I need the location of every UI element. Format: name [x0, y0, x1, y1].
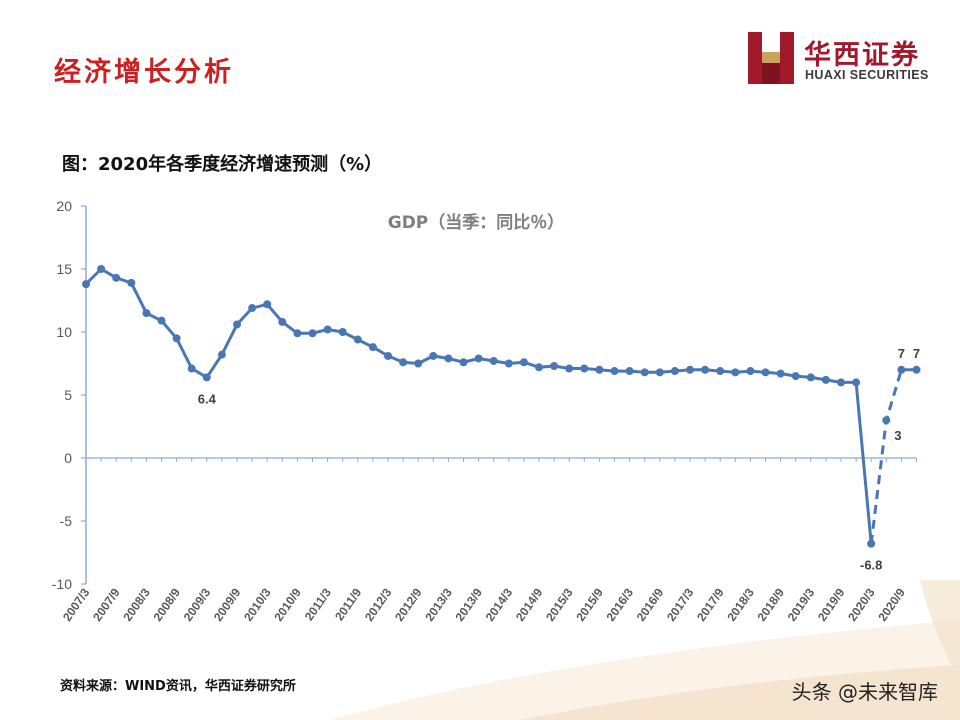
gdp-actual-point [489, 356, 498, 365]
gdp-actual-point [142, 309, 151, 318]
gdp-forecast-point [867, 539, 876, 548]
gdp-actual-point [565, 364, 574, 373]
gdp-actual-point [474, 354, 483, 363]
gdp-actual-point [323, 325, 332, 334]
slide-title: 经济增长分析 [54, 57, 234, 88]
gdp-forecast-point [897, 365, 906, 374]
decorative-corner-waves [330, 580, 960, 720]
y-tick-label: 10 [56, 324, 72, 340]
gdp-actual-point [852, 378, 861, 387]
y-tick-label: 15 [56, 261, 72, 277]
gdp-actual-point [731, 368, 740, 377]
gdp-actual-point [233, 320, 241, 329]
gdp-actual-point [821, 375, 830, 384]
gdp-actual-point [202, 373, 211, 382]
gdp-actual-point [172, 334, 181, 343]
gdp-actual-point [746, 367, 755, 376]
gdp-actual-point [625, 367, 634, 376]
data-label: -6.8 [860, 558, 882, 573]
y-tick-label: 0 [64, 450, 72, 466]
gdp-actual-point [595, 365, 604, 374]
gdp-actual-point [459, 358, 468, 367]
gdp-forecast-line [869, 368, 917, 544]
gdp-actual-point [338, 328, 347, 336]
watermark: 头条 @未来智库 [791, 680, 938, 704]
y-tick-label: -5 [60, 513, 73, 529]
gdp-forecast-point [912, 365, 921, 374]
data-label: 7 [913, 346, 920, 361]
y-tick-label: 20 [56, 198, 72, 214]
gdp-actual-point [263, 300, 272, 309]
gdp-actual-point [761, 368, 770, 377]
gdp-actual-point [278, 317, 287, 326]
gdp-actual-point [806, 373, 815, 382]
y-tick-label: -10 [52, 576, 72, 592]
gdp-actual-point [82, 280, 90, 289]
gdp-actual-point [217, 350, 226, 359]
gdp-actual-point [686, 365, 694, 374]
gdp-actual-point [535, 363, 543, 372]
data-label: 6.4 [198, 391, 217, 406]
gdp-actual-point [519, 358, 528, 367]
figure-title: 图：2020年各季度经济增速预测（%） [62, 154, 383, 175]
gdp-line-chart: GDP（当季：同比％） 20151050-5-102007/32007/9200… [52, 198, 921, 624]
gdp-actual-point [550, 362, 559, 371]
gdp-actual-point [655, 368, 664, 377]
gdp-actual-point [429, 351, 438, 360]
gdp-actual-point [716, 367, 725, 376]
logo-name-cn: 华西证券 [804, 40, 920, 71]
gdp-actual-point [504, 359, 513, 368]
data-label: 3 [894, 428, 901, 443]
gdp-actual-point [399, 358, 408, 367]
gdp-forecast-point [882, 416, 891, 425]
company-logo: 华西证券 HUAXI SECURITIES [748, 30, 948, 90]
gdp-actual-point [308, 329, 317, 338]
logo-name-en: HUAXI SECURITIES [805, 68, 929, 82]
gdp-actual-point [580, 364, 589, 373]
gdp-actual-point [97, 265, 106, 273]
gdp-actual-point [248, 304, 257, 313]
gdp-actual-point [414, 359, 423, 368]
gdp-actual-point [157, 316, 166, 325]
gdp-actual-point [701, 365, 710, 374]
gdp-actual-point [384, 351, 392, 360]
huaxi-logo-icon [748, 32, 794, 84]
gdp-actual-point [776, 369, 785, 378]
y-tick-label: 5 [64, 387, 72, 403]
gdp-actual-point [640, 368, 649, 377]
gdp-actual-point [127, 278, 136, 287]
gdp-actual-point [444, 354, 453, 363]
data-label: 7 [898, 346, 905, 361]
gdp-actual-point [187, 364, 196, 373]
gdp-actual-point [368, 343, 377, 352]
gdp-actual-point [791, 372, 800, 381]
gdp-actual-point [112, 273, 121, 282]
source-note: 资料来源：WIND资讯，华西证券研究所 [60, 679, 296, 694]
chart-title: GDP（当季：同比％） [388, 212, 565, 233]
gdp-actual-point [610, 367, 619, 376]
gdp-actual-point [353, 335, 362, 344]
gdp-actual-point [670, 367, 679, 376]
gdp-actual-point [293, 329, 302, 338]
gdp-actual-point [837, 378, 845, 387]
